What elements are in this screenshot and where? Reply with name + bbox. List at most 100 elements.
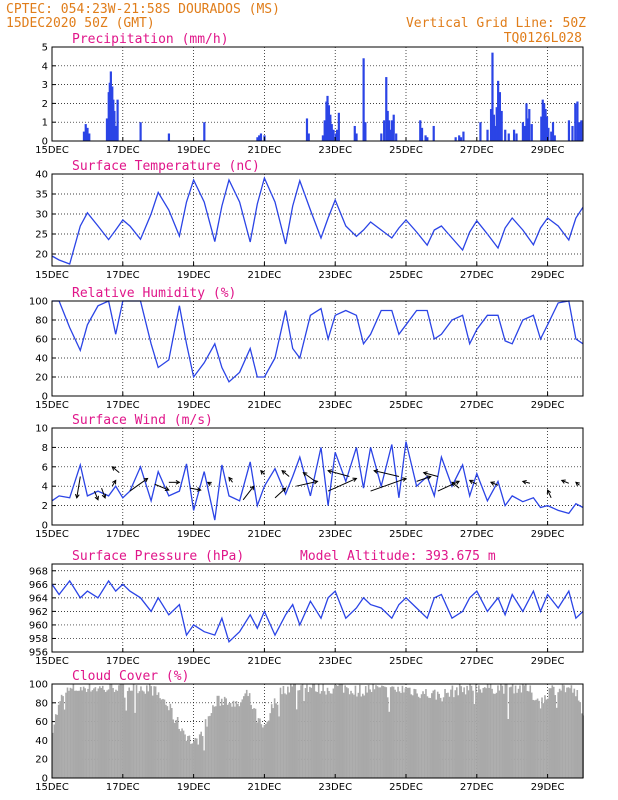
cloud-bar	[300, 685, 302, 778]
cloud-bar	[416, 693, 418, 778]
cloud-bar	[438, 693, 440, 778]
wind-arrow	[76, 476, 81, 498]
cloud-bar	[135, 685, 138, 778]
cloud-bar	[469, 684, 471, 778]
cloud-bar	[403, 692, 405, 778]
y-tick-label: 4	[42, 61, 48, 72]
cloud-bar	[561, 684, 564, 778]
precip-bar	[576, 101, 579, 141]
precip-bar	[362, 58, 365, 141]
x-tick-label: 23DEC	[318, 529, 352, 540]
cloud-bar	[379, 687, 382, 778]
wind-arrow	[303, 472, 315, 481]
cloud-bar	[391, 686, 393, 778]
cloud-bar	[87, 688, 89, 778]
cloud-bar	[104, 691, 107, 778]
panel-press: Surface Pressure (hPa) Model Altitude: 39…	[29, 549, 584, 667]
header-grid-note: Vertical Grid Line: 50Z	[406, 16, 586, 31]
precip-bar	[114, 125, 117, 141]
panel-cloud: Cloud Cover (%) 0 20 40 60 80 100 15DEC 17DEC 19D…	[29, 669, 584, 793]
y-tick-label: 958	[29, 634, 48, 645]
cloud-bar	[207, 716, 210, 778]
panel-rh: Relative Humidity (%) 0 20 40 60 80 100 15DEC 17…	[29, 286, 584, 411]
y-tick-label: 968	[29, 566, 48, 577]
cloud-bar	[351, 693, 354, 778]
x-tick-label: 17DEC	[106, 529, 140, 540]
x-tick-label: 19DEC	[177, 656, 211, 667]
panel-title: Cloud Cover (%)	[72, 669, 189, 684]
cloud-bar	[253, 708, 255, 778]
cloud-bar	[413, 688, 415, 778]
cloud-bar	[456, 687, 458, 778]
y-tick-label: 3	[42, 80, 48, 91]
cloud-bar	[397, 686, 399, 778]
cloud-bar	[348, 694, 351, 778]
cloud-bar	[331, 693, 333, 778]
cloud-bar	[225, 698, 227, 778]
wind-arrow-head	[489, 481, 495, 486]
cloud-bar	[360, 696, 363, 778]
cloud-bar	[298, 690, 301, 778]
wind-arrow	[327, 477, 357, 492]
header-location: CPTEC: 054:23W-21:58S DOURADOS (MS)	[6, 2, 280, 17]
precip-bar	[305, 118, 309, 141]
precip-bar	[326, 95, 329, 141]
x-tick-label: 19DEC	[177, 145, 211, 156]
cloud-bar	[514, 685, 517, 778]
cloud-bar	[464, 694, 467, 778]
cloud-bar	[250, 704, 252, 778]
y-tick-label: 20	[35, 755, 48, 766]
cloud-bar	[281, 694, 283, 778]
cloud-bar	[536, 698, 539, 778]
cloud-bar	[194, 738, 197, 778]
cloud-bar	[223, 696, 226, 778]
y-tick-label: 40	[35, 354, 48, 365]
wind-arrow-head	[94, 495, 99, 501]
cloud-bar	[573, 688, 576, 778]
wind-arrow-head	[302, 472, 308, 477]
cloud-bar	[429, 697, 432, 778]
cloud-bar	[156, 694, 158, 778]
cloud-bar	[129, 690, 132, 778]
cloud-bar	[563, 685, 565, 778]
cloud-bar	[97, 688, 100, 778]
cloud-bar	[257, 718, 260, 778]
cloud-bar	[394, 689, 396, 778]
cloud-bar	[457, 695, 460, 778]
cloud-bar	[304, 688, 307, 778]
cloud-bar	[137, 693, 139, 778]
x-tick-label: 27DEC	[460, 529, 494, 540]
cloud-bar	[398, 691, 401, 778]
precip-bar	[500, 110, 503, 141]
precip-bar	[486, 129, 489, 141]
cloud-bar	[150, 686, 153, 778]
cloud-bar	[560, 690, 562, 778]
cloud-bar	[344, 685, 346, 778]
wind-arrow-head	[521, 479, 527, 485]
cloud-bar	[168, 710, 170, 778]
cloud-bar	[569, 688, 571, 778]
precip-bar	[353, 125, 356, 141]
cloud-bar	[448, 696, 451, 778]
cloud-bar	[228, 703, 230, 778]
precip-bar	[578, 122, 581, 141]
x-tick-label: 27DEC	[460, 145, 494, 156]
y-tick-label: 960	[29, 620, 48, 631]
cloud-bar	[539, 708, 542, 778]
panel-temp: Surface Temperature (nC) 20 25 30 35 40 15DEC 1…	[35, 159, 584, 281]
cloud-bar	[345, 687, 348, 778]
cloud-bar	[354, 685, 357, 778]
cloud-bar	[200, 731, 202, 778]
precip-bar	[424, 135, 427, 141]
cloud-bar	[115, 689, 117, 778]
cloud-bar	[317, 684, 320, 778]
cloud-bar	[478, 685, 480, 778]
precip-bar	[364, 122, 367, 141]
cloud-bar	[276, 704, 279, 778]
cloud-bar	[278, 716, 280, 778]
x-tick-label: 29DEC	[531, 782, 565, 793]
precip-bar	[105, 118, 109, 141]
cloud-bar	[332, 688, 335, 778]
cloud-bar	[273, 698, 276, 778]
precip-bar	[432, 125, 435, 141]
